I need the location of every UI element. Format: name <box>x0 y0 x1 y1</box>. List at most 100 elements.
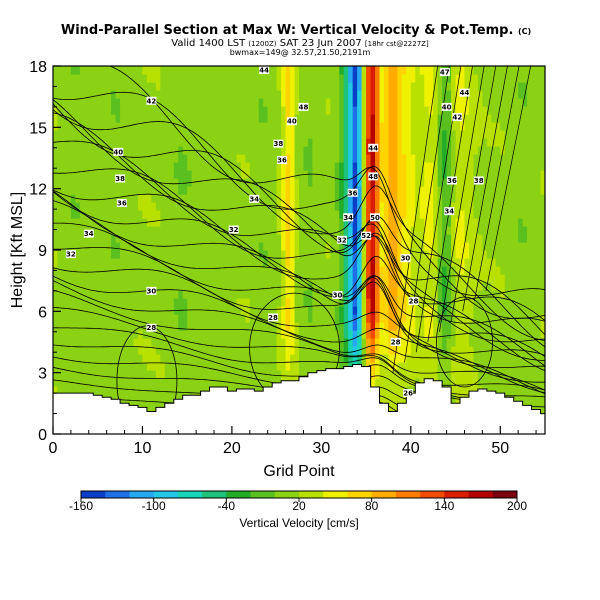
w-cell <box>509 354 515 363</box>
w-cell <box>433 186 439 195</box>
w-cell <box>325 66 331 75</box>
w-cell <box>281 346 287 355</box>
w-cell <box>75 130 81 139</box>
w-cell <box>61 274 68 283</box>
w-cell <box>272 290 278 299</box>
w-cell <box>527 306 533 315</box>
w-cell <box>133 234 139 243</box>
w-cell <box>312 146 318 155</box>
w-cell <box>151 274 157 283</box>
w-cell <box>151 306 157 315</box>
w-cell <box>142 298 148 307</box>
w-cell <box>142 186 148 195</box>
w-cell <box>249 122 255 131</box>
w-cell <box>285 162 291 171</box>
w-cell <box>518 98 524 107</box>
w-cell <box>164 290 170 299</box>
w-cell <box>392 162 398 171</box>
w-cell <box>303 74 309 83</box>
w-cell <box>477 354 483 363</box>
w-cell <box>75 370 81 379</box>
w-cell <box>486 306 492 315</box>
w-cell <box>330 122 336 131</box>
w-cell <box>339 178 345 187</box>
w-cell <box>75 90 81 99</box>
w-cell <box>70 194 76 203</box>
w-cell <box>84 106 90 115</box>
w-cell <box>53 362 59 371</box>
w-cell <box>352 74 358 83</box>
w-cell <box>267 122 273 131</box>
w-cell <box>348 306 354 315</box>
w-cell <box>330 258 336 267</box>
w-cell <box>518 306 524 315</box>
w-cell <box>442 242 448 251</box>
w-cell <box>155 186 161 195</box>
w-cell <box>227 306 233 315</box>
w-cell <box>155 378 161 387</box>
w-cell <box>57 282 63 291</box>
w-cell <box>200 122 206 131</box>
w-cell <box>231 186 237 195</box>
w-cell <box>303 130 309 139</box>
w-cell <box>151 194 157 203</box>
w-cell <box>160 218 166 227</box>
w-cell <box>375 154 381 163</box>
w-cell <box>383 250 390 259</box>
w-cell <box>249 130 255 139</box>
w-cell <box>303 346 309 355</box>
w-cell <box>254 306 260 315</box>
w-cell <box>437 114 443 123</box>
w-cell <box>285 170 291 179</box>
w-cell <box>115 162 121 171</box>
w-cell <box>53 298 59 307</box>
w-cell <box>93 266 99 275</box>
w-cell <box>115 378 121 387</box>
w-cell <box>240 90 246 99</box>
w-cell <box>222 258 229 267</box>
w-cell <box>205 234 211 243</box>
w-cell <box>61 66 68 75</box>
w-cell <box>486 178 492 187</box>
w-cell <box>312 290 318 299</box>
w-cell <box>146 90 152 99</box>
w-cell <box>61 90 68 99</box>
w-cell <box>227 258 233 267</box>
w-cell <box>303 226 309 235</box>
w-cell <box>231 282 237 291</box>
w-cell <box>343 82 349 91</box>
w-cell <box>209 138 215 147</box>
w-cell <box>509 90 515 99</box>
w-cell <box>312 82 318 91</box>
w-cell <box>231 162 237 171</box>
w-cell <box>455 394 461 403</box>
w-cell <box>433 306 439 315</box>
w-cell <box>460 362 466 371</box>
w-cell <box>285 290 291 299</box>
w-cell <box>93 146 99 155</box>
w-cell <box>290 210 296 219</box>
w-cell <box>312 258 318 267</box>
w-cell <box>254 202 260 211</box>
w-cell <box>522 138 528 147</box>
w-cell <box>433 130 439 139</box>
w-cell <box>500 314 506 323</box>
w-cell <box>495 282 501 291</box>
w-cell <box>330 170 336 179</box>
w-cell <box>53 218 59 227</box>
w-cell <box>66 346 72 355</box>
w-cell <box>334 154 340 163</box>
w-cell <box>120 282 126 291</box>
w-cell <box>460 154 466 163</box>
w-cell <box>169 386 175 395</box>
w-cell <box>133 122 139 131</box>
w-cell <box>370 66 376 75</box>
w-cell <box>240 210 246 219</box>
w-cell <box>151 106 157 115</box>
w-cell <box>120 106 126 115</box>
w-cell <box>160 290 166 299</box>
w-cell <box>240 314 246 323</box>
w-cell <box>276 338 282 347</box>
w-cell <box>196 82 202 91</box>
w-cell <box>486 74 492 83</box>
